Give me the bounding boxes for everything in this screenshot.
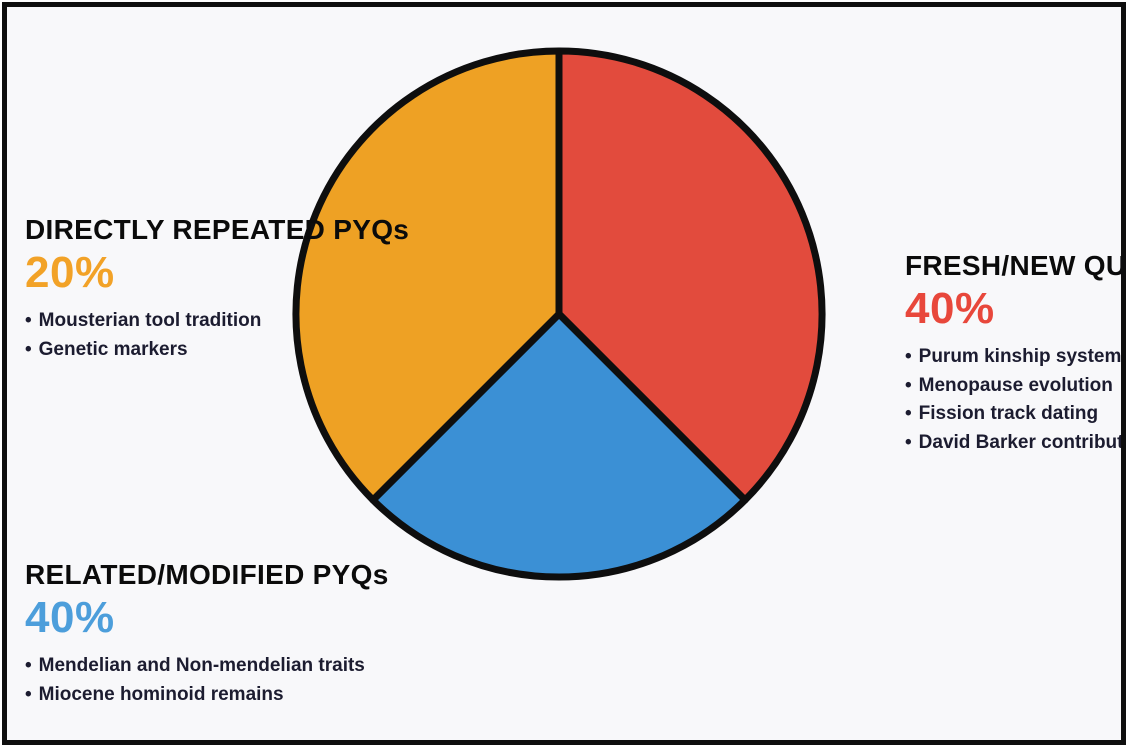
slice-bullet-item: • Genetic markers — [25, 336, 409, 365]
slice-bullet-item: • Mendelian and Non-mendelian traits — [25, 652, 389, 681]
slice-bullet-item: • Fission track dating — [905, 400, 1121, 429]
slice-percent: 40% — [905, 284, 995, 333]
bullet-text: Genetic markers — [38, 338, 188, 360]
label-block-related-modified: RELATED/MODIFIED PYQs 40% • Mendelian and… — [25, 559, 389, 709]
slice-bullet-item: • David Barker contribut — [905, 429, 1124, 458]
bullet-glyph: • — [905, 431, 912, 453]
slice-bullet-item: • Menopause evolution — [905, 372, 1121, 401]
bullet-text: David Barker contribut — [918, 431, 1124, 453]
slice-title: RELATED/MODIFIED PYQs — [25, 559, 389, 590]
slice-bullet-list: • Mendelian and Non-mendelian traits • Mio… — [25, 652, 389, 709]
bullet-glyph: • — [25, 683, 32, 705]
bullet-glyph: • — [905, 403, 912, 424]
bullet-glyph: • — [25, 655, 32, 676]
slice-bullet-item: • Mousterian tool tradition — [25, 307, 409, 336]
slice-title: DIRECTLY REPEATED PYQs — [25, 214, 410, 245]
label-block-directly-repeated: DIRECTLY REPEATED PYQs 20% • Mousterian t… — [25, 214, 409, 364]
slice-title: FRESH/NEW QU — [905, 250, 1126, 281]
bullet-text: Mendelian and Non-mendelian traits — [38, 655, 365, 676]
pie-slice-fresh-new-questions — [555, 47, 826, 504]
bullet-text: Mousterian tool tradition — [38, 310, 262, 331]
slice-percent: 40% — [25, 593, 115, 642]
bullet-text: Purum kinship system — [918, 346, 1122, 367]
bullet-glyph: • — [25, 338, 32, 360]
bullet-glyph: • — [905, 346, 912, 367]
bullet-text: Miocene hominoid remains — [38, 683, 284, 705]
bullet-glyph: • — [905, 374, 912, 396]
slice-percent: 20% — [25, 248, 115, 297]
slice-bullet-list: • Mousterian tool tradition • Genetic mark… — [25, 307, 409, 364]
slice-bullet-item: • Miocene hominoid remains — [25, 681, 389, 710]
pie-slice-related-modified-pyqs — [369, 310, 749, 581]
bullet-text: Fission track dating — [918, 403, 1099, 424]
pie-slice-directly-repeated-pyqs — [292, 47, 563, 504]
bullet-glyph: • — [25, 310, 32, 331]
pie-chart — [292, 47, 826, 581]
label-block-fresh-new: FRESH/NEW QU 40% • Purum kinship system •… — [905, 250, 1126, 458]
bullet-text: Menopause evolution — [918, 374, 1113, 396]
slice-bullet-item: • Purum kinship system — [905, 343, 1122, 372]
slice-bullet-list: • Purum kinship system • Menopause evoluti… — [905, 343, 1124, 458]
